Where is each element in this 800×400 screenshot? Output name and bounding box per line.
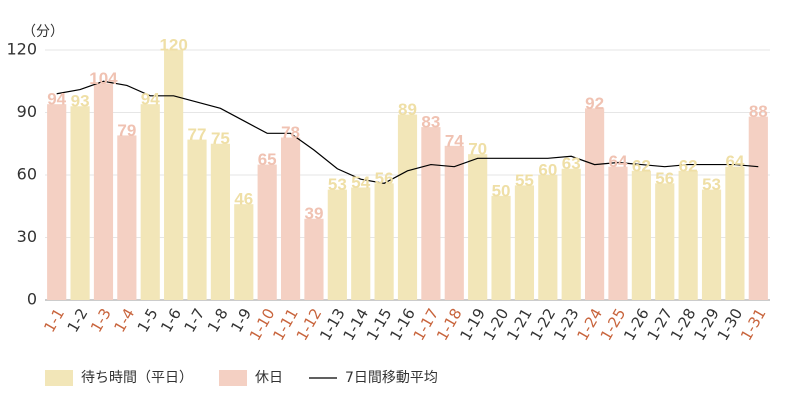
bar — [304, 218, 324, 300]
bar — [93, 83, 114, 300]
value-label: 56 — [655, 169, 674, 188]
y-tick-label: 0 — [27, 290, 37, 309]
bar — [748, 116, 768, 301]
value-label: 120 — [159, 35, 187, 54]
value-label: 64 — [725, 152, 744, 171]
value-label: 93 — [71, 92, 90, 111]
value-label: 75 — [211, 129, 230, 148]
value-label: 104 — [89, 69, 118, 88]
bar — [468, 154, 488, 300]
value-label: 64 — [609, 152, 628, 171]
bar — [491, 195, 511, 300]
value-label: 56 — [375, 169, 394, 188]
x-tick-label: 1-5 — [134, 305, 162, 335]
value-label: 62 — [632, 156, 651, 175]
value-label: 77 — [188, 125, 207, 144]
bar — [514, 185, 535, 300]
bar — [561, 168, 581, 300]
bar — [280, 137, 301, 300]
bar — [187, 139, 207, 300]
bar — [374, 183, 394, 300]
legend-label: 7日間移動平均 — [345, 370, 438, 386]
bar — [70, 106, 90, 300]
y-tick-label: 60 — [17, 165, 37, 184]
bar — [655, 183, 675, 300]
value-label: 70 — [468, 140, 487, 159]
value-label: 60 — [538, 160, 557, 179]
bar — [117, 135, 137, 300]
value-label: 65 — [258, 150, 277, 169]
value-label: 53 — [328, 175, 347, 194]
legend-label: 休日 — [255, 370, 283, 386]
value-label: 50 — [492, 181, 511, 200]
x-tick-label: 1-7 — [181, 305, 209, 335]
value-label: 62 — [679, 156, 698, 175]
legend-label: 待ち時間（平日） — [81, 370, 193, 386]
y-tick-label: 30 — [17, 227, 37, 246]
bar — [631, 170, 651, 300]
y-tick-label: 90 — [17, 102, 37, 121]
x-tick-label: 1-6 — [157, 305, 185, 335]
legend-swatch — [219, 370, 247, 386]
bar — [164, 50, 184, 300]
value-label: 53 — [702, 175, 721, 194]
value-label: 63 — [562, 154, 581, 173]
bar — [421, 127, 441, 300]
bar — [397, 114, 418, 300]
value-label: 39 — [304, 204, 323, 223]
x-tick-label: 1-2 — [64, 305, 92, 335]
bar — [351, 187, 371, 300]
x-tick-label: 1-31 — [737, 305, 770, 343]
value-label: 83 — [421, 113, 440, 132]
bar — [47, 104, 67, 301]
bar — [585, 108, 605, 300]
x-tick-label: 1-8 — [204, 305, 232, 335]
x-tick-label: 1-4 — [110, 305, 138, 335]
value-label: 79 — [117, 121, 136, 140]
value-label: 94 — [141, 90, 160, 109]
value-label: 92 — [585, 94, 604, 113]
x-tick-label: 1-1 — [40, 305, 68, 335]
value-label: 55 — [515, 171, 534, 190]
y-axis-label: （分） — [22, 24, 64, 40]
average-line — [56, 80, 759, 184]
legend-swatch — [45, 370, 73, 386]
bar — [327, 189, 347, 300]
value-label: 94 — [47, 90, 66, 109]
value-label: 89 — [398, 100, 417, 119]
value-label: 78 — [281, 123, 300, 142]
bar — [210, 143, 230, 300]
bar — [678, 170, 698, 300]
x-tick-label: 1-3 — [87, 305, 115, 335]
bar — [234, 204, 254, 300]
bar — [257, 164, 277, 300]
bar — [725, 166, 745, 300]
bar — [538, 175, 558, 300]
value-label: 54 — [351, 173, 370, 192]
value-label: 46 — [234, 190, 253, 209]
bar — [140, 104, 160, 301]
bar — [608, 166, 628, 300]
value-label: 88 — [749, 102, 768, 121]
value-label: 74 — [445, 131, 464, 150]
bar — [444, 145, 464, 300]
bar — [701, 189, 722, 300]
y-tick-label: 120 — [6, 40, 37, 59]
